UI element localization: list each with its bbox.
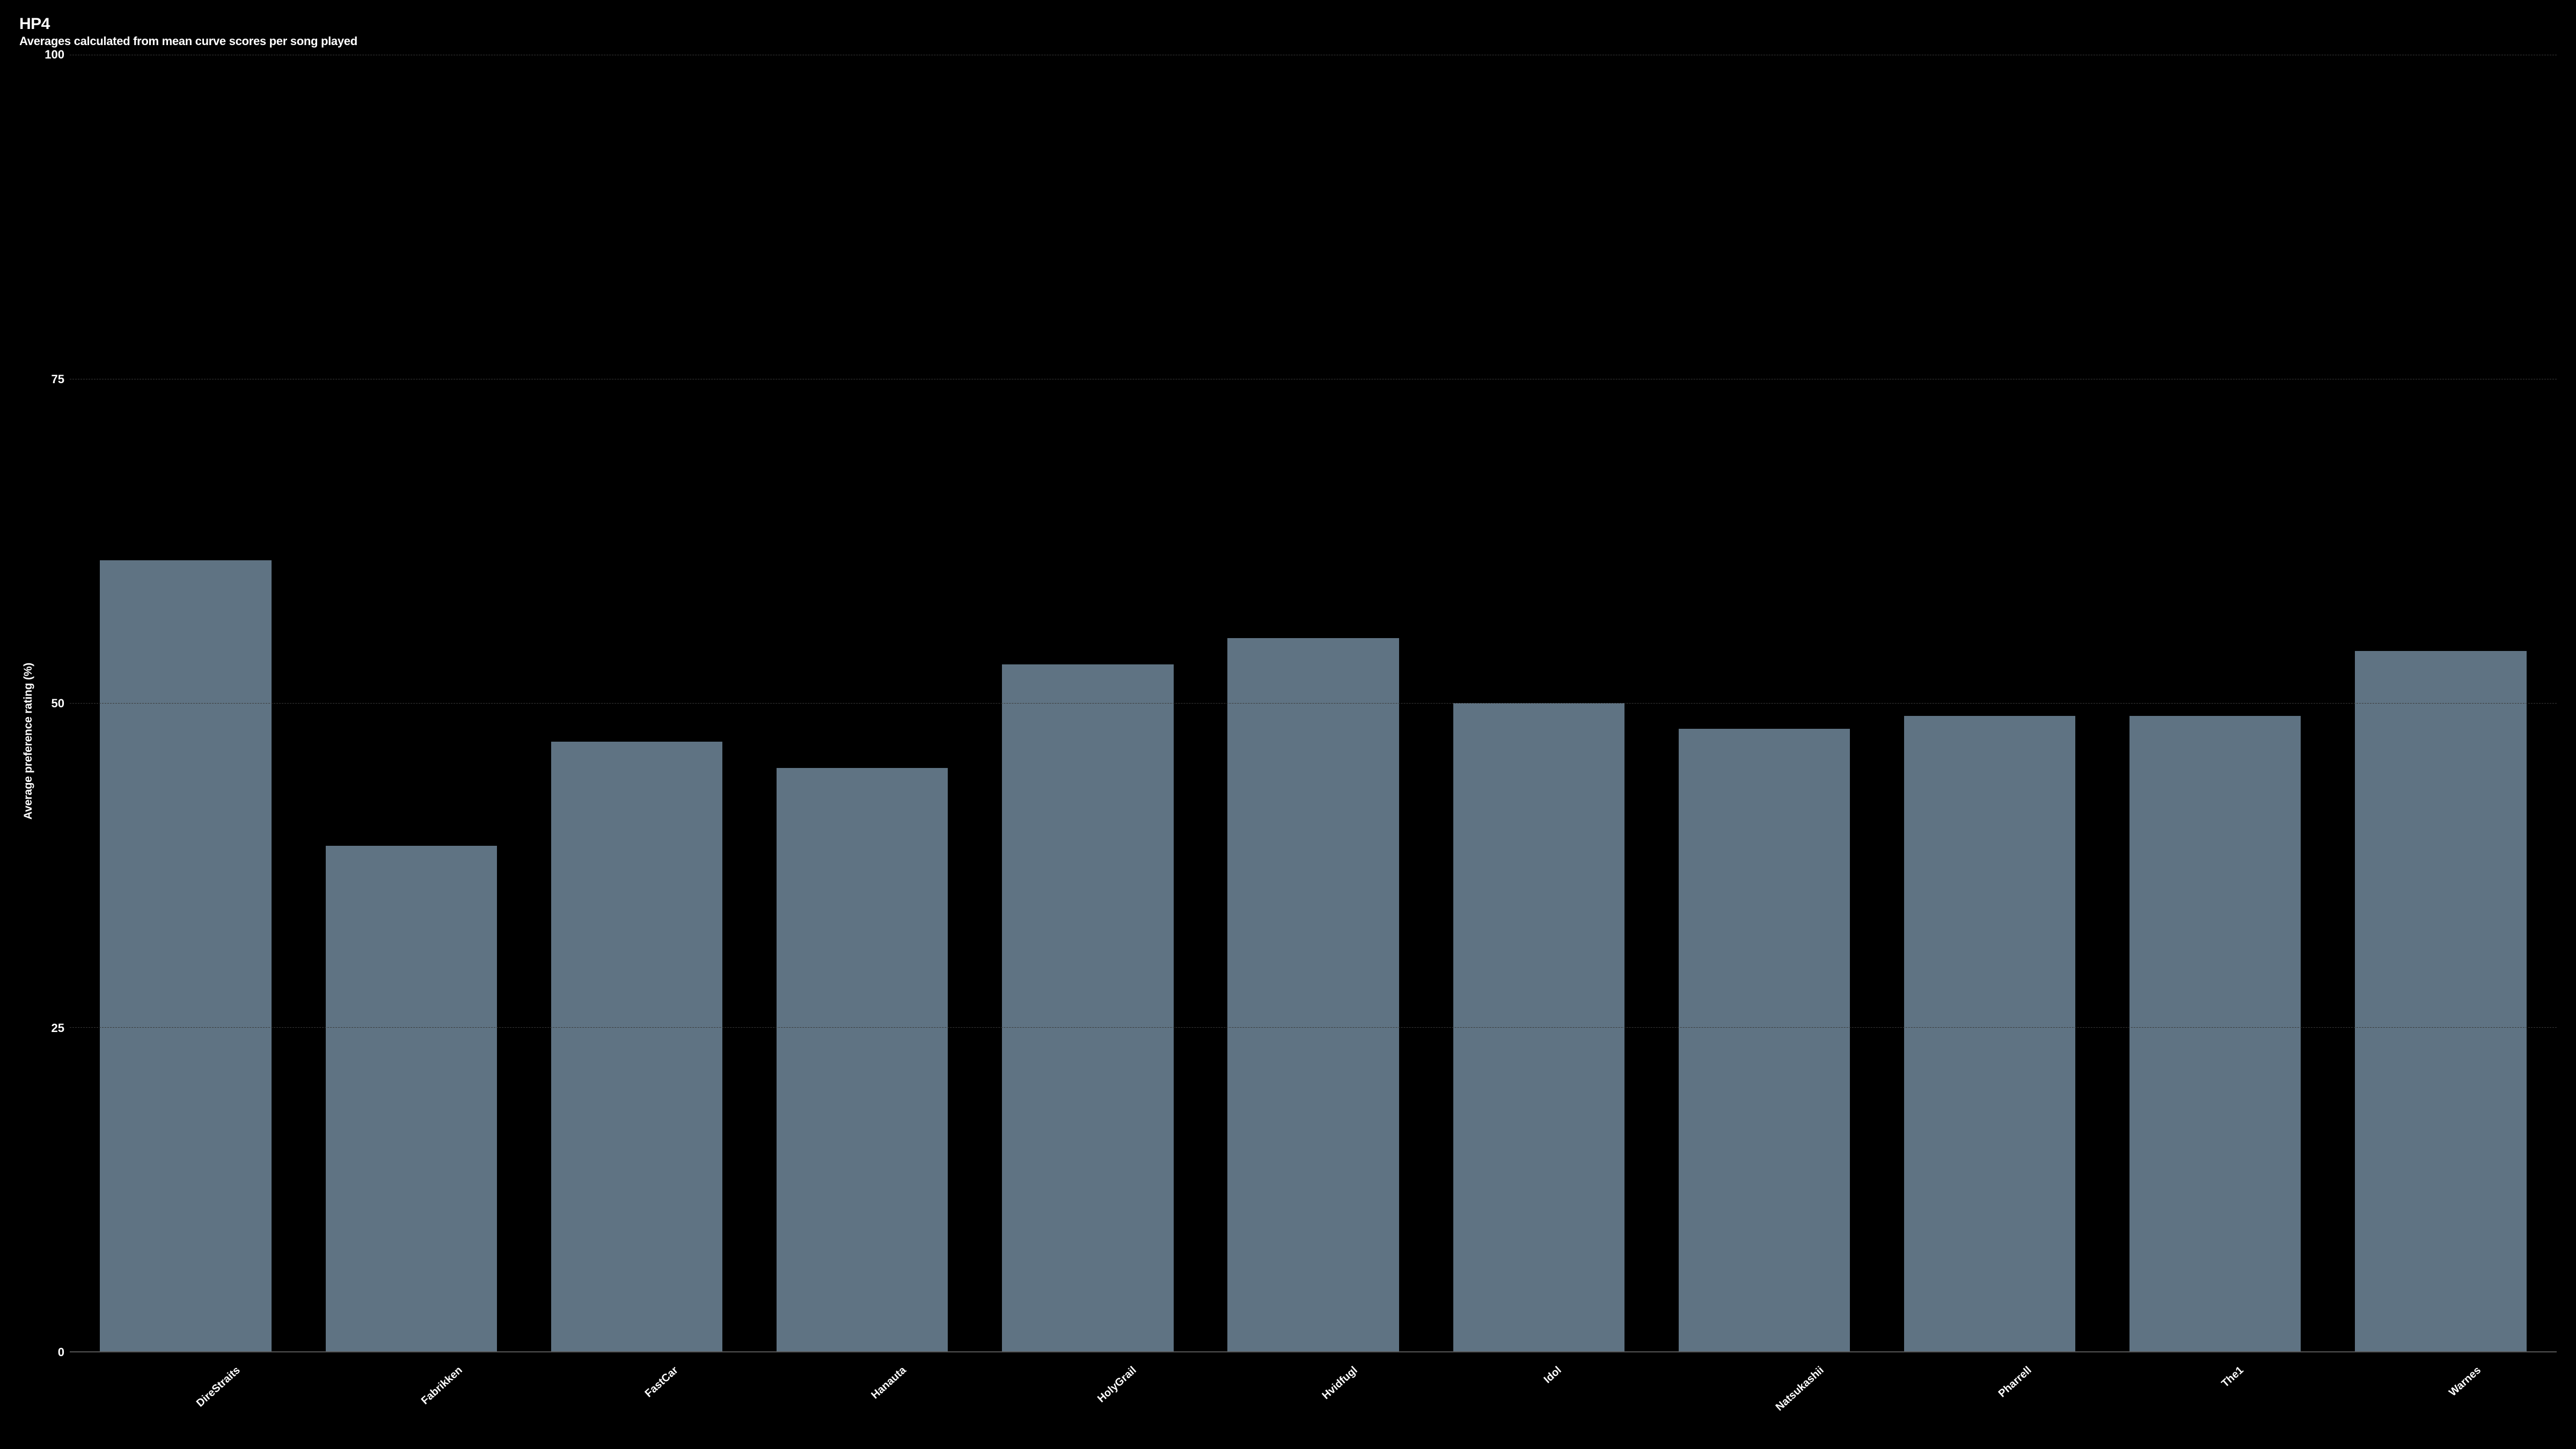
y-tick-label: 25	[52, 1021, 64, 1035]
bar	[551, 742, 722, 1351]
chart-subtitle: Averages calculated from mean curve scor…	[19, 34, 2557, 48]
chart-header: HP4 Averages calculated from mean curve …	[19, 15, 2557, 48]
x-label-slot: DireStraits	[73, 1352, 298, 1428]
x-label-slot: Hvidfugl	[1201, 1352, 1426, 1428]
x-tick-label: Pharrell	[1996, 1364, 2034, 1400]
x-tick-label: The1	[2219, 1364, 2246, 1390]
y-tick-column: 0255075100	[38, 55, 70, 1352]
y-tick-label: 100	[45, 48, 64, 62]
bar	[1679, 729, 1850, 1351]
y-axis-label-container: Average preference rating (%)	[19, 55, 38, 1428]
bar	[1904, 716, 2075, 1351]
x-tick-label: Natsukashii	[1774, 1364, 1827, 1414]
x-tick-label: Hvidfugl	[1320, 1364, 1360, 1402]
x-label-slot: Natsukashii	[1651, 1352, 1877, 1428]
x-tick-label: HolyGrail	[1095, 1364, 1139, 1406]
x-label-slot: FastCar	[524, 1352, 749, 1428]
x-tick-label: FastCar	[643, 1364, 681, 1400]
bar	[2129, 716, 2301, 1351]
y-tick-label: 50	[52, 697, 64, 711]
chart-title: HP4	[19, 15, 2557, 33]
x-label-slot: Hanauta	[750, 1352, 975, 1428]
y-tick-label: 75	[52, 372, 64, 386]
bar	[100, 560, 271, 1351]
bar	[1002, 664, 1173, 1351]
bar	[326, 846, 497, 1351]
chart-main: 0255075100 DireStraitsFabrikkenFastCarHa…	[38, 55, 2557, 1428]
chart-container: HP4 Averages calculated from mean curve …	[0, 0, 2576, 1449]
y-axis-label: Average preference rating (%)	[22, 663, 35, 819]
gridline	[70, 703, 2557, 704]
y-tick-label: 0	[58, 1345, 64, 1359]
x-label-slot: The1	[2103, 1352, 2328, 1428]
x-label-slot: Idol	[1426, 1352, 1651, 1428]
gridline	[70, 1027, 2557, 1028]
x-axis-row: DireStraits Fabrikken FastCar Hanauta HolyGr…	[38, 1352, 2557, 1428]
x-tick-label: Fabrikken	[419, 1364, 465, 1407]
bar	[1227, 638, 1399, 1351]
plot-area	[70, 55, 2557, 1352]
x-axis-labels: DireStraits Fabrikken FastCar Hanauta HolyGr…	[70, 1352, 2557, 1428]
bar	[777, 768, 948, 1351]
x-tick-label: Hanauta	[869, 1364, 909, 1402]
x-tick-label: DireStraits	[194, 1364, 243, 1410]
x-tick-label: Warnes	[2447, 1364, 2484, 1399]
chart-body: Average preference rating (%) 0255075100…	[19, 55, 2557, 1428]
x-label-slot: Pharrell	[1877, 1352, 2103, 1428]
plot-row: 0255075100	[38, 55, 2557, 1352]
x-label-slot: Fabrikken	[298, 1352, 524, 1428]
x-label-slot: Warnes	[2328, 1352, 2553, 1428]
x-axis-spacer	[38, 1352, 70, 1428]
bar	[2355, 651, 2526, 1351]
x-tick-label: Idol	[1542, 1364, 1564, 1386]
x-label-slot: HolyGrail	[975, 1352, 1201, 1428]
